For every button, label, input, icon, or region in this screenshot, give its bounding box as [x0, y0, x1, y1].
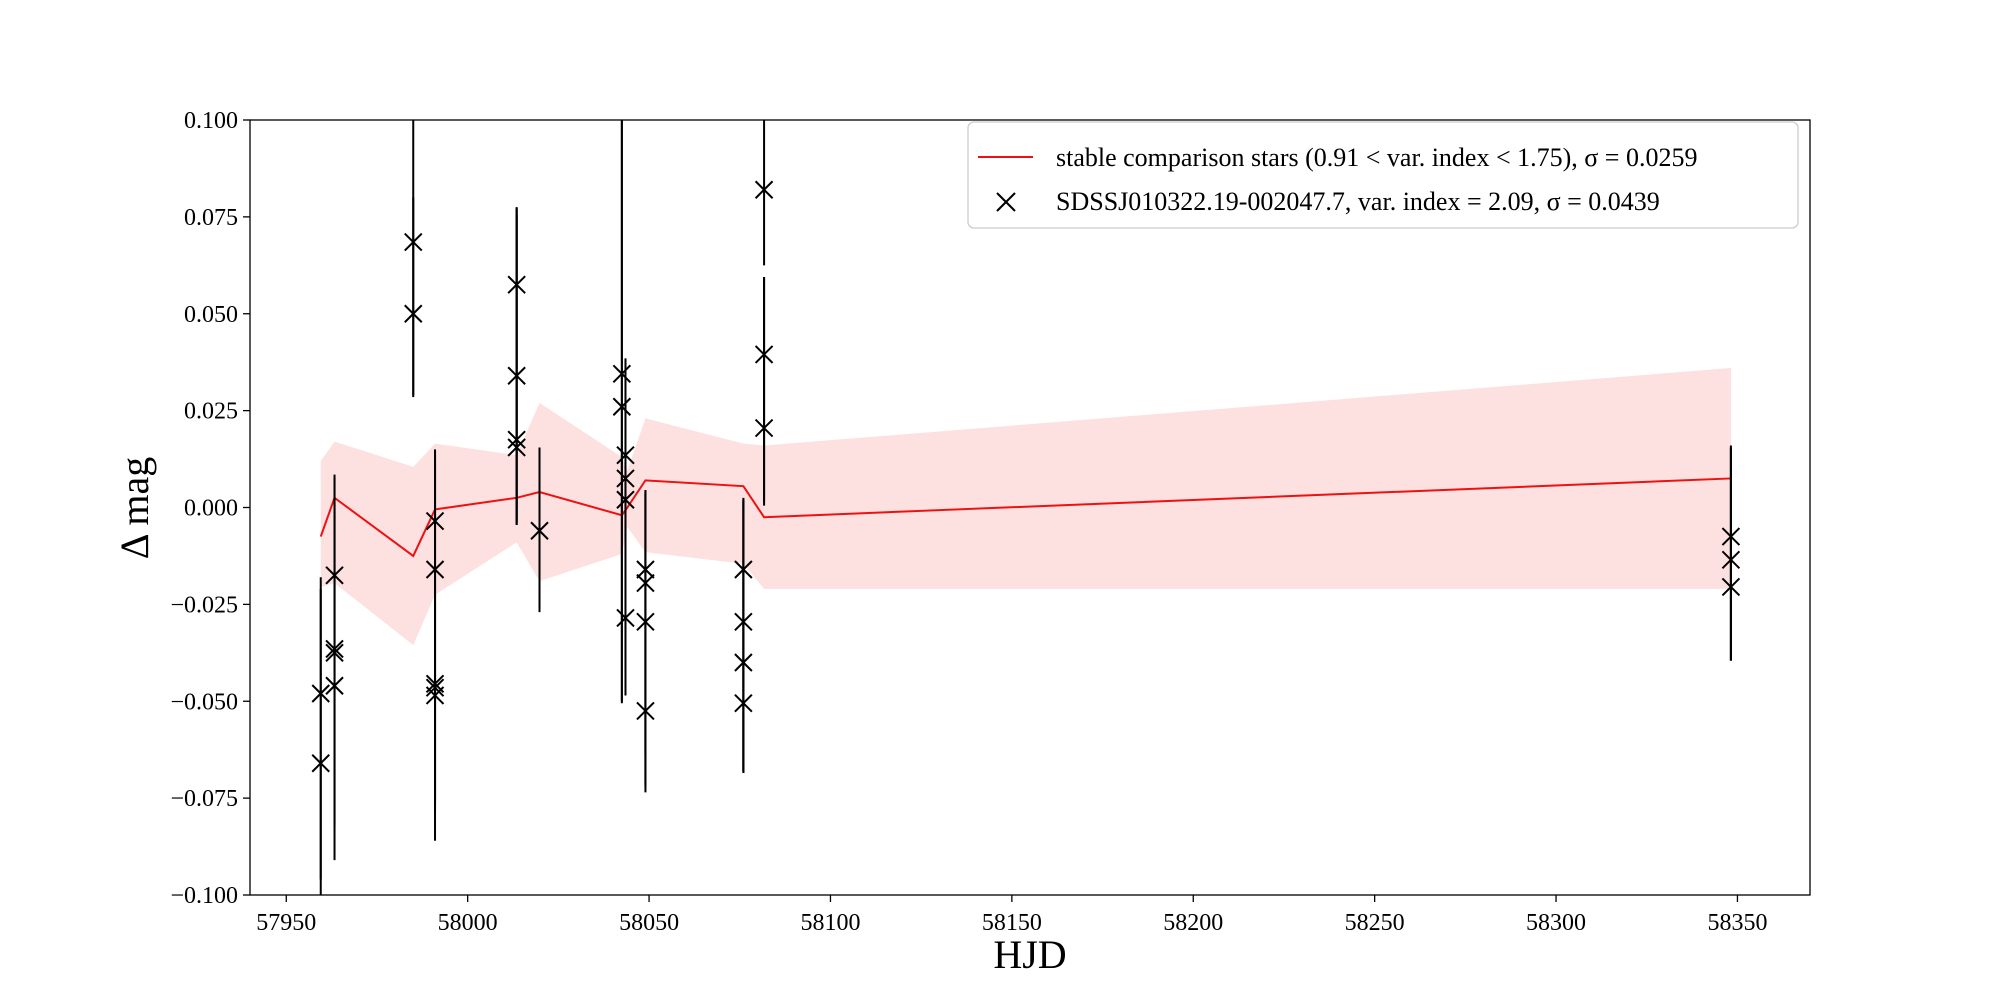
y-tick-label: 0.025 — [184, 399, 238, 425]
legend-label-comparison: stable comparison stars (0.91 < var. ind… — [1056, 143, 1697, 172]
x-marker-stroke — [1721, 577, 1741, 597]
x-marker-stroke — [404, 304, 423, 323]
x-marker-stroke — [311, 754, 330, 773]
x-marker-stroke — [636, 701, 655, 721]
data-point-x-marker — [616, 608, 635, 628]
x-marker-stroke — [754, 180, 774, 199]
x-marker-stroke — [754, 418, 774, 438]
legend: stable comparison stars (0.91 < var. ind… — [967, 121, 1799, 229]
x-tick-label: 58300 — [1526, 910, 1586, 936]
y-tick-label: 0.100 — [184, 108, 238, 134]
legend-label-target: SDSSJ010322.19-002047.7, var. index = 2.… — [1056, 187, 1660, 216]
comparison-line — [319, 477, 1731, 558]
legend-x-marker — [996, 192, 1016, 212]
data-point-x-marker — [507, 438, 526, 457]
data-point-x-marker — [612, 397, 632, 416]
y-tick-label: −0.025 — [170, 592, 238, 618]
data-point-x-marker — [734, 693, 753, 713]
data-point-x-marker — [425, 678, 445, 697]
x-tick-label: 58000 — [438, 910, 498, 936]
x-tick-label: 58200 — [1163, 910, 1223, 936]
x-tick-label: 58050 — [619, 910, 679, 936]
y-tick-label: −0.075 — [170, 786, 238, 812]
x-tick-label: 58250 — [1345, 910, 1405, 936]
x-axis-label: HJD — [993, 932, 1066, 977]
x-marker-stroke — [616, 608, 635, 628]
x-tick-label: 57950 — [256, 910, 316, 936]
legend-box — [967, 121, 1799, 229]
x-marker-stroke — [530, 521, 549, 540]
x-marker-stroke — [507, 438, 526, 457]
x-tick-label: 58150 — [982, 910, 1042, 936]
comparison-line-layer — [319, 477, 1731, 558]
x-axis: 57950 58000 58050 58100 58150 58200 58250 58300… — [256, 895, 1767, 936]
y-tick-label: 0.075 — [184, 205, 238, 231]
x-tick-label: 58350 — [1707, 910, 1767, 936]
y-tick-label: −0.050 — [170, 689, 238, 715]
data-point-x-marker — [325, 676, 344, 695]
data-point-x-marker — [754, 418, 774, 438]
x-tick-label: 58100 — [800, 910, 860, 936]
x-marker-stroke — [425, 678, 445, 697]
y-tick-label: 0.000 — [184, 496, 238, 522]
x-marker-stroke — [734, 693, 753, 713]
y-tick-label: −0.100 — [170, 883, 238, 909]
data-point-x-marker — [311, 754, 330, 773]
data-point-x-marker — [754, 180, 774, 199]
x-marker-stroke — [325, 676, 344, 695]
data-point-x-marker — [404, 304, 423, 323]
y-axis: −0.100 −0.075 −0.050 −0.025 0.000 0.025 0.050 0… — [170, 108, 250, 909]
data-point-x-marker — [636, 701, 655, 721]
data-points-layer — [311, 120, 1741, 895]
y-tick-label: 0.050 — [184, 302, 238, 328]
data-point-x-marker — [1721, 577, 1741, 597]
y-axis-label: Δ mag — [112, 457, 157, 559]
x-marker-stroke — [612, 397, 632, 416]
data-point-x-marker — [530, 521, 549, 540]
